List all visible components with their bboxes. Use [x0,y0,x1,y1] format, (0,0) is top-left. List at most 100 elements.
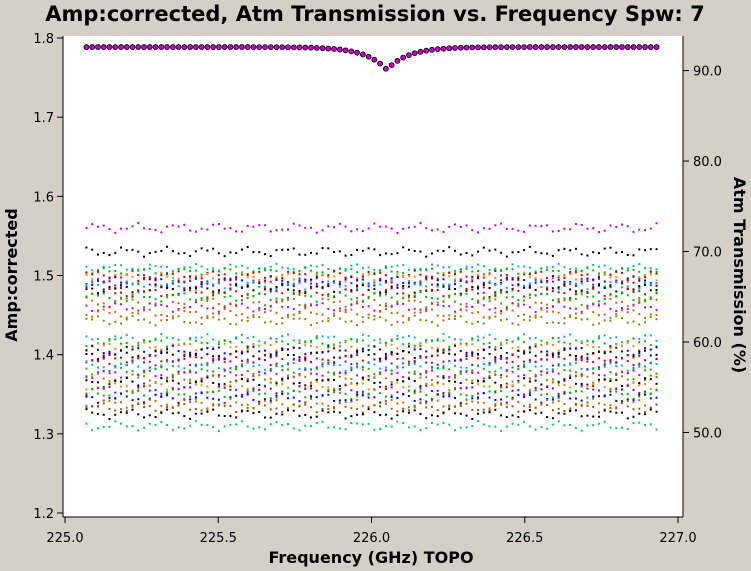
data-point [379,316,382,319]
data-point [540,278,543,281]
data-point [327,274,330,277]
data-point [488,362,491,365]
data-point [384,399,387,402]
data-point [477,352,480,355]
data-point [321,409,324,412]
data-point [120,315,123,318]
data-point [240,420,243,423]
data-point [338,222,341,225]
data-point [649,334,652,337]
data-point [632,304,635,307]
data-point [384,344,387,347]
data-point [269,387,272,390]
data-point [563,280,566,283]
data-point [223,267,226,270]
data-point [638,313,641,316]
data-point [454,344,456,347]
data-point [425,402,428,405]
data-point [402,227,405,230]
data-point [344,339,347,342]
data-point [258,426,261,429]
data-point [350,407,353,410]
data-point [333,406,336,409]
data-point [477,250,480,253]
data-point [206,409,209,412]
data-point [327,345,330,348]
data-point [425,227,428,230]
data-point [137,312,140,315]
data-point [523,404,526,407]
data-point [649,407,652,410]
data-point [240,264,243,267]
data-point [603,378,606,381]
data-point [448,275,451,278]
data-point [482,246,485,249]
data-point [620,375,623,378]
data-point [477,401,480,404]
atm-point [371,56,378,63]
data-point [644,340,647,343]
data-point [644,279,647,282]
data-point [488,315,491,318]
data-point [287,386,289,389]
data-point [252,251,255,254]
data-point [638,270,641,273]
data-point [592,381,595,384]
data-point [442,274,445,277]
data-point [603,395,606,398]
data-point [609,406,612,409]
data-point [102,265,105,268]
data-point [166,394,169,397]
data-point [551,269,554,272]
data-point [91,363,94,366]
data-point [91,405,94,408]
data-point [615,301,618,304]
data-point [125,285,128,288]
data-point [528,380,531,383]
data-point [183,399,186,402]
data-point [246,293,249,296]
data-point [436,347,439,350]
data-point [361,273,364,276]
data-point [189,363,192,366]
data-point [310,264,313,267]
data-point [217,310,220,313]
data-point [235,394,238,397]
data-point [500,429,503,432]
data-point [275,279,278,282]
data-point [488,376,491,379]
data-point [407,406,410,409]
data-point [528,273,531,276]
data-point [275,297,278,300]
data-point [379,271,382,274]
data-point [91,292,94,295]
data-point [523,349,526,352]
data-point [569,299,572,302]
data-point [546,280,549,283]
data-point [137,222,140,225]
data-point [240,294,243,297]
data-point [200,356,203,359]
data-point [603,286,606,289]
data-point [321,358,324,361]
data-point [448,405,451,408]
data-point [206,362,209,365]
data-point [246,224,249,227]
data-point [620,282,623,285]
data-point [96,372,99,375]
data-point [373,268,376,271]
data-point [310,279,313,282]
data-point [644,283,647,286]
data-point [258,364,261,367]
data-point [517,289,520,292]
data-point [102,267,105,270]
data-point [626,392,629,395]
data-point [517,277,520,280]
data-point [292,357,295,360]
data-point [551,401,554,404]
data-point [160,352,163,355]
data-point [477,380,480,383]
data-point [194,250,197,253]
data-point [574,307,577,310]
data-point [310,269,313,272]
